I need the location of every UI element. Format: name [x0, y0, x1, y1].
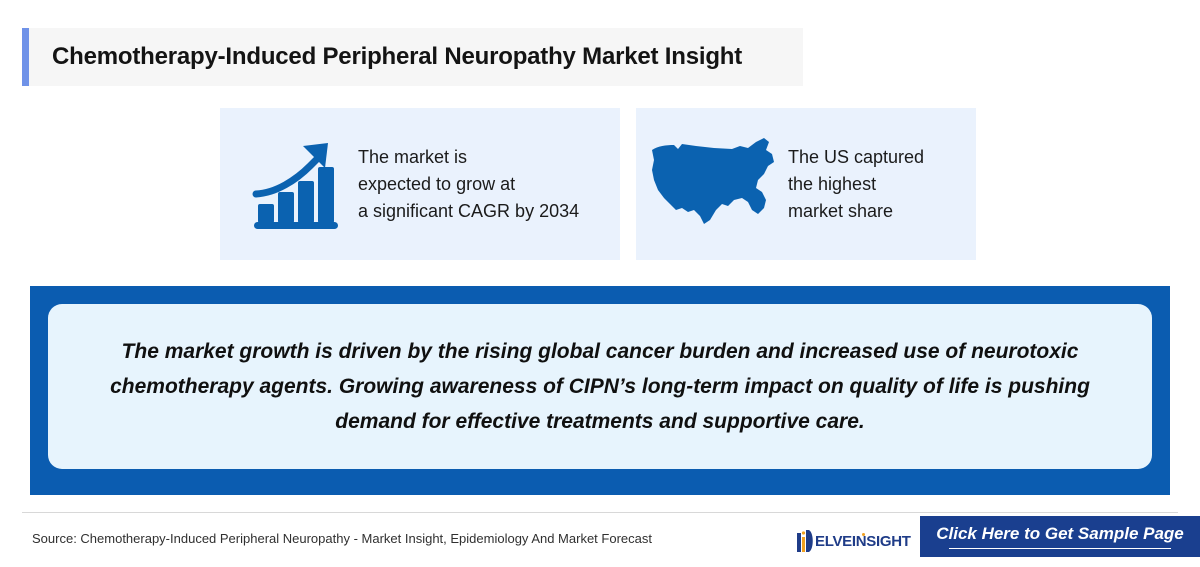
delveinsight-logo-text: ELVEINSIGHT — [815, 532, 911, 550]
highlight-banner-text: The market growth is driven by the risin… — [110, 340, 1090, 433]
stat-card-region-share: The US captured the highest market share — [636, 108, 976, 260]
header-accent-bar — [22, 28, 29, 86]
page-header: Chemotherapy-Induced Peripheral Neuropat… — [22, 28, 803, 86]
us-map-icon — [648, 136, 780, 232]
delveinsight-logo-wordmark: ELVEINSIGHT — [815, 532, 911, 550]
logo-i-dot — [862, 532, 865, 536]
page-title: Chemotherapy-Induced Peripheral Neuropat… — [52, 43, 743, 70]
stat-card-market-growth: The market is expected to grow at a sign… — [220, 108, 620, 260]
source-text: Source: Chemotherapy-Induced Peripheral … — [32, 531, 652, 546]
growth-bar-chart-icon — [246, 134, 346, 234]
delveinsight-logo-mark — [797, 530, 814, 552]
get-sample-page-button[interactable]: Click Here to Get Sample Page — [920, 516, 1200, 557]
delveinsight-logo: ELVEINSIGHT — [797, 528, 911, 554]
footer-divider — [22, 512, 1178, 513]
stat-card-region-share-label: The US captured the highest market share — [788, 146, 925, 221]
highlight-banner-panel: The market growth is driven by the risin… — [48, 304, 1152, 469]
highlight-banner: The market growth is driven by the risin… — [30, 286, 1170, 495]
get-sample-page-button-underline — [949, 548, 1171, 549]
stat-card-market-growth-label: The market is expected to grow at a sign… — [358, 146, 580, 221]
get-sample-page-button-label: Click Here to Get Sample Page — [936, 524, 1184, 543]
